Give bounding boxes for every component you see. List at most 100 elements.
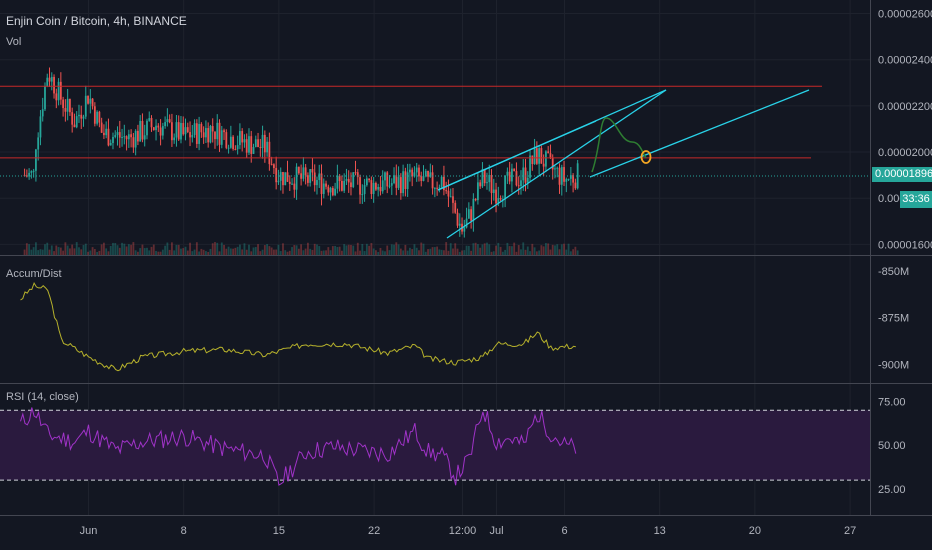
candle-body <box>354 172 357 174</box>
candle-body <box>248 136 250 153</box>
volume-bar <box>490 251 493 255</box>
volume-bar <box>515 251 518 255</box>
volume-bar <box>363 251 366 255</box>
price-tick-label: 0.00002600 <box>878 9 932 21</box>
price-tick-label: 0.00001600 <box>878 239 932 251</box>
candle-body <box>413 172 416 177</box>
candle-body <box>449 196 452 198</box>
volume-bar <box>234 247 237 255</box>
volume-bar <box>345 245 348 255</box>
candle-body <box>164 122 167 127</box>
volume-bar <box>245 249 248 255</box>
volume-bar <box>556 244 559 255</box>
candle-body <box>572 175 575 183</box>
volume-bar <box>567 243 570 255</box>
volume-bar <box>386 245 389 255</box>
candle-body <box>372 182 375 195</box>
volume-bar <box>467 245 470 255</box>
candle-body <box>141 120 144 140</box>
volume-bar <box>266 244 269 255</box>
candle-body <box>96 111 99 124</box>
volume-bar <box>331 246 334 255</box>
volume-bar <box>214 242 216 255</box>
volume-bar <box>248 244 250 255</box>
candle-body <box>109 143 112 146</box>
candle-body <box>229 136 232 148</box>
candle-body <box>227 147 230 149</box>
candle-body <box>341 180 343 191</box>
candle-body <box>399 177 402 194</box>
volume-bar <box>171 242 173 255</box>
volume-bar <box>320 250 323 255</box>
volume-bar <box>325 250 327 255</box>
volume-bar <box>130 244 133 255</box>
candle-body <box>273 164 275 169</box>
candle-body <box>313 172 316 186</box>
volume-bar <box>168 249 171 255</box>
candle-body <box>334 188 337 196</box>
volume-bar <box>150 246 153 255</box>
volume-bar <box>574 246 577 255</box>
candle-body <box>39 116 42 138</box>
candle-body <box>386 172 389 187</box>
candle-body <box>474 198 477 201</box>
candle-body <box>288 181 291 184</box>
volume-bar <box>379 247 382 255</box>
volume-bar <box>313 243 316 255</box>
volume-bar <box>139 248 142 255</box>
volume-bar <box>424 251 427 255</box>
candle-body <box>175 122 178 138</box>
candle-body <box>402 171 405 194</box>
candle-body <box>59 81 62 100</box>
volume-bar <box>422 243 425 255</box>
volume-bar <box>28 244 31 255</box>
candle-body <box>200 123 203 133</box>
volume-bar <box>209 248 212 255</box>
volume-bar <box>375 250 377 255</box>
volume-bar <box>87 251 89 255</box>
candle-body <box>28 172 31 177</box>
volume-bar <box>470 250 473 255</box>
candle-body <box>370 180 373 195</box>
volume-bar <box>479 247 482 255</box>
volume-bar <box>103 242 105 255</box>
volume-bar <box>161 249 164 255</box>
candle-body <box>576 163 579 189</box>
rsi-band <box>0 410 870 481</box>
candle-body <box>148 118 151 121</box>
volume-bar <box>218 251 221 255</box>
volume-bar <box>137 251 139 255</box>
volume-bar <box>415 247 418 255</box>
volume-bar <box>436 246 439 255</box>
candle-body <box>57 81 60 101</box>
volume-bar <box>127 244 130 255</box>
candle-body <box>331 187 334 196</box>
volume-bar <box>576 250 579 255</box>
candle-body <box>363 185 366 195</box>
volume-bar <box>420 242 423 255</box>
candle-body <box>134 130 137 148</box>
candle-body <box>316 180 318 186</box>
volume-bar <box>307 242 309 255</box>
candle-body <box>452 196 454 203</box>
volume-bar <box>565 249 568 255</box>
candle-body <box>275 168 278 183</box>
volume-bar <box>463 250 466 255</box>
candle-body <box>533 148 536 165</box>
candle-body <box>574 182 577 189</box>
volume-bar <box>311 249 314 255</box>
volume-bar <box>549 249 552 255</box>
volume-bar <box>98 250 101 255</box>
candle-body <box>259 147 262 149</box>
volume-bar <box>123 243 126 255</box>
candle-body <box>25 175 28 177</box>
volume-bar <box>155 250 157 255</box>
candle-body <box>397 177 400 188</box>
candle-body <box>270 164 273 166</box>
candle-body <box>75 116 78 128</box>
volume-bar <box>175 244 178 255</box>
accum-tick-label: -875M <box>878 313 909 325</box>
candle-body <box>488 175 491 183</box>
candle-body <box>465 218 468 228</box>
